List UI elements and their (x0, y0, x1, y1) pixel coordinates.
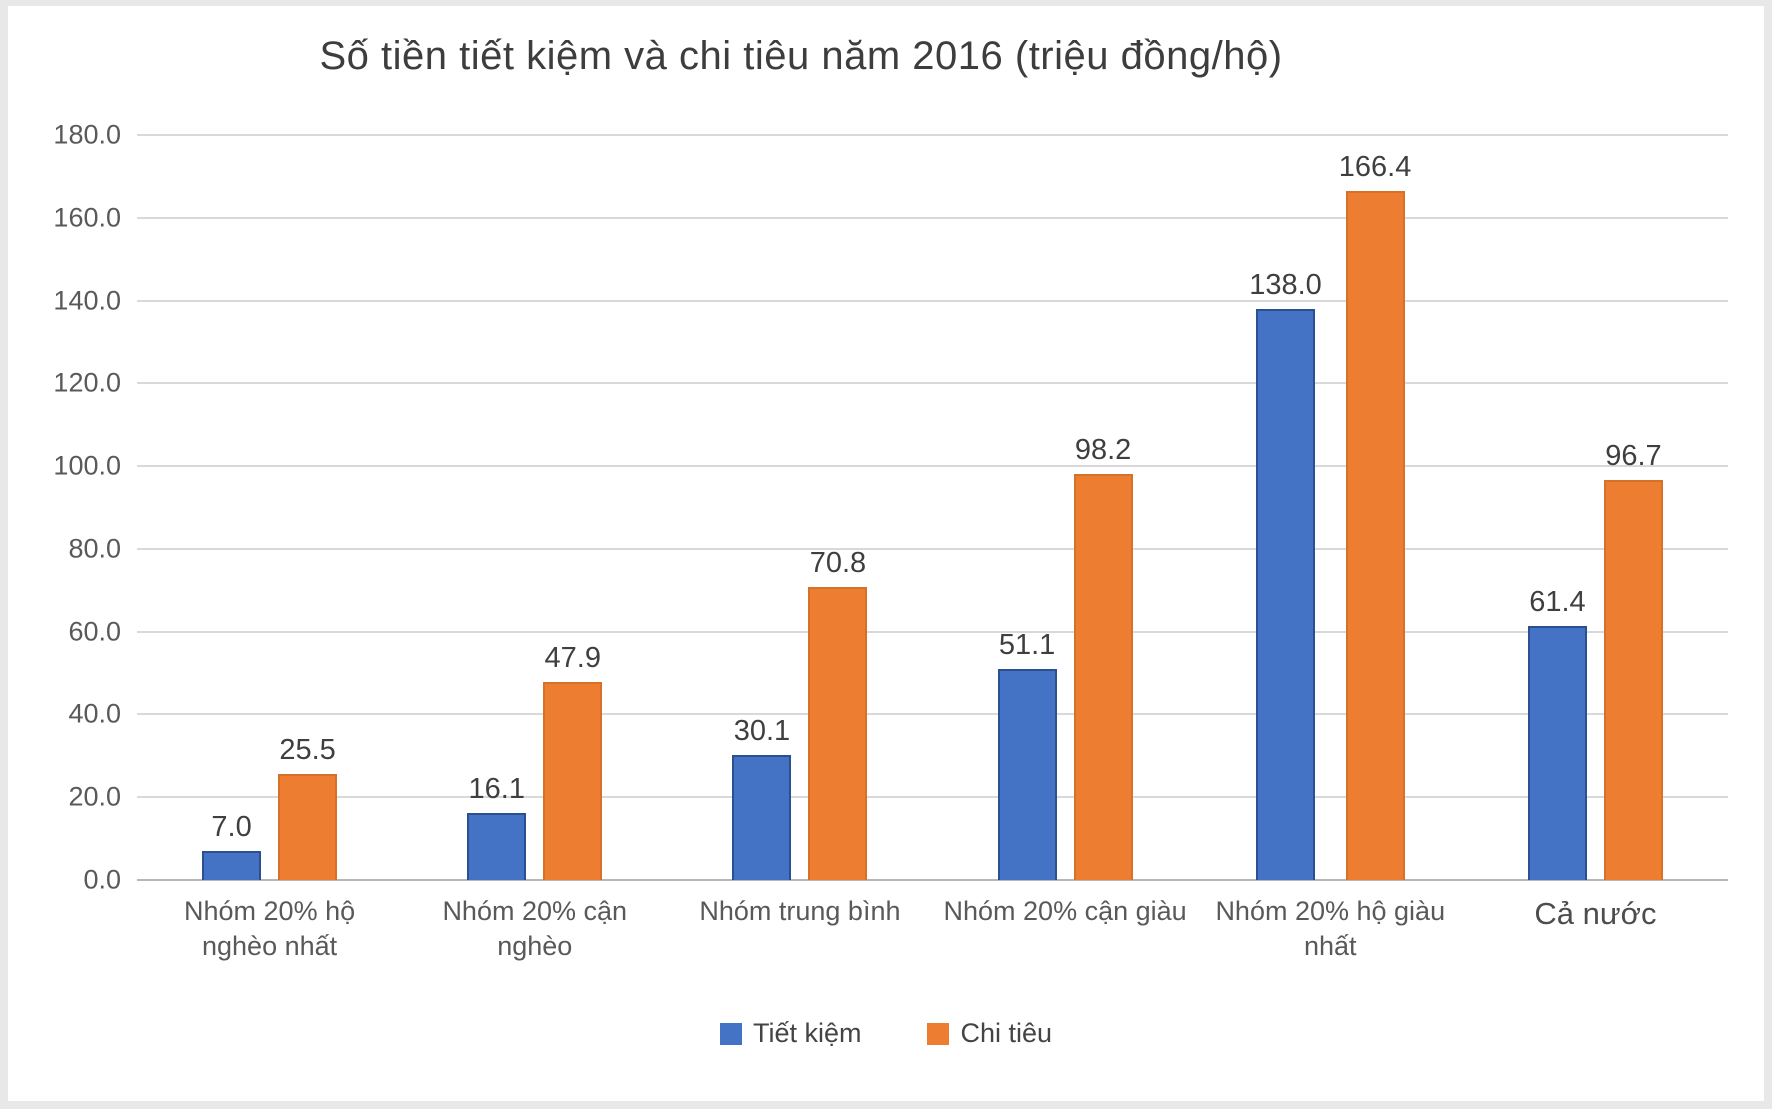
bar-chi-tieu (1073, 473, 1133, 880)
bar-group: 7.0 25.5 (137, 135, 402, 880)
bar-tiet-kiem (997, 668, 1057, 880)
bar-column: 30.1 (732, 135, 792, 880)
bar-column: 16.1 (467, 135, 527, 880)
gridline (137, 630, 1728, 633)
legend-item: Tiết kiệm (719, 1018, 862, 1049)
legend-swatch-icon (719, 1022, 742, 1045)
y-axis-tick-label: 140.0 (53, 285, 121, 316)
bar-group: 138.0 166.4 (1198, 135, 1463, 880)
y-axis-tick-label: 80.0 (68, 533, 121, 564)
legend-item-label: Chi tiêu (960, 1018, 1053, 1049)
bar-value-label: 7.0 (211, 811, 252, 844)
x-axis-category-text: Nhóm 20% hộ giàu nhất (1215, 896, 1446, 962)
bar-tiet-kiem (1527, 625, 1587, 880)
bar-chi-tieu (543, 681, 603, 880)
x-axis-category-text: Nhóm 20% cận nghèo (442, 896, 628, 962)
x-axis-category-text: Nhóm 20% cận giàu (943, 896, 1187, 926)
y-axis-tick-label: 100.0 (53, 450, 121, 481)
bar-group: 51.1 98.2 (933, 135, 1198, 880)
x-axis-category-text: Cả nước (1534, 896, 1657, 931)
x-axis-category-text: Nhóm 20% hộ nghèo nhất (184, 896, 356, 962)
y-axis-tick-label: 160.0 (53, 202, 121, 233)
bar-chi-tieu (808, 586, 868, 880)
bar-group: 16.1 47.9 (402, 135, 667, 880)
gridline (137, 216, 1728, 219)
x-axis: Nhóm 20% hộ nghèo nhất Nhóm 20% cận nghèo… (137, 894, 1728, 964)
bar-value-label: 98.2 (1074, 433, 1132, 466)
y-axis-tick-label: 20.0 (68, 781, 121, 812)
bar-value-label: 166.4 (1338, 151, 1412, 184)
bar-tiet-kiem (467, 813, 527, 880)
bar-tiet-kiem (732, 755, 792, 880)
bar-value-label: 47.9 (544, 641, 601, 674)
x-axis-category-label: Nhóm trung bình (667, 894, 932, 964)
gridline (137, 796, 1728, 799)
bar-column: 7.0 (202, 135, 262, 880)
bar-column: 47.9 (543, 135, 603, 880)
gridline (137, 547, 1728, 550)
y-axis: 0.0 20.0 40.0 60.0 80.0 100.0 120.0 140.0 160.0 1… (8, 120, 137, 895)
x-axis-category-label: Nhóm 20% cận giàu (933, 894, 1198, 964)
bar-chi-tieu (278, 774, 338, 880)
bar-column: 70.8 (808, 135, 868, 880)
plot-area: 7.0 25.5 16.1 47.9 30.1 70.8 51.1 98.2 138.0 166.… (137, 134, 1728, 881)
bar-value-label: 61.4 (1529, 585, 1586, 618)
gridline (137, 465, 1728, 468)
y-axis-tick-label: 0.0 (83, 864, 121, 895)
bar-value-label: 96.7 (1605, 439, 1662, 472)
bar-value-label: 16.1 (468, 773, 525, 806)
chart-area: 0.0 20.0 40.0 60.0 80.0 100.0 120.0 140.0 160.0 1… (8, 120, 1728, 964)
legend-item: Chi tiêu (927, 1018, 1052, 1049)
bar-tiet-kiem (202, 851, 262, 880)
chart-title: Số tiền tiết kiệm và chi tiêu năm 2016 (… (319, 34, 1283, 78)
bar-groups: 7.0 25.5 16.1 47.9 30.1 70.8 51.1 98.2 138.0 166.… (137, 135, 1728, 880)
y-axis-tick-label: 120.0 (53, 367, 121, 398)
bar-chi-tieu (1345, 191, 1405, 880)
x-axis-category-label: Nhóm 20% hộ giàu nhất (1198, 894, 1463, 964)
bar-value-label: 51.1 (998, 628, 1056, 661)
gridline (137, 713, 1728, 716)
gridline (137, 382, 1728, 385)
x-axis-category-label: Nhóm 20% cận nghèo (402, 894, 667, 964)
bar-value-label: 138.0 (1249, 268, 1322, 301)
y-axis-tick-label: 180.0 (53, 119, 121, 150)
bar-value-label: 30.1 (733, 715, 791, 748)
bar-chi-tieu (1603, 479, 1663, 880)
x-axis-category-label: Nhóm 20% hộ nghèo nhất (137, 894, 402, 964)
legend-item-label: Tiết kiệm (752, 1018, 862, 1049)
x-axis-line (137, 879, 1728, 881)
bar-column: 138.0 (1249, 135, 1322, 880)
bar-value-label: 25.5 (279, 734, 336, 767)
bar-group: 30.1 70.8 (667, 135, 932, 880)
y-axis-tick-label: 60.0 (68, 616, 121, 647)
legend-swatch-icon (927, 1022, 950, 1045)
y-axis-tick-label: 40.0 (68, 698, 121, 729)
bar-group: 61.4 96.7 (1463, 135, 1728, 880)
bar-column: 166.4 (1338, 135, 1412, 880)
bar-column: 98.2 (1073, 135, 1133, 880)
bar-column: 96.7 (1603, 135, 1663, 880)
legend: Tiết kiệm Chi tiêu (8, 1018, 1764, 1049)
bar-column: 25.5 (278, 135, 338, 880)
bar-column: 51.1 (997, 135, 1057, 880)
chart-panel: Số tiền tiết kiệm và chi tiêu năm 2016 (… (8, 6, 1764, 1101)
bar-tiet-kiem (1255, 308, 1315, 880)
bar-value-label: 70.8 (809, 546, 867, 579)
x-axis-category-label: Cả nước (1463, 894, 1728, 964)
gridline (137, 134, 1728, 136)
gridline (137, 299, 1728, 302)
bar-column: 61.4 (1527, 135, 1587, 880)
x-axis-category-text: Nhóm trung bình (699, 896, 901, 926)
